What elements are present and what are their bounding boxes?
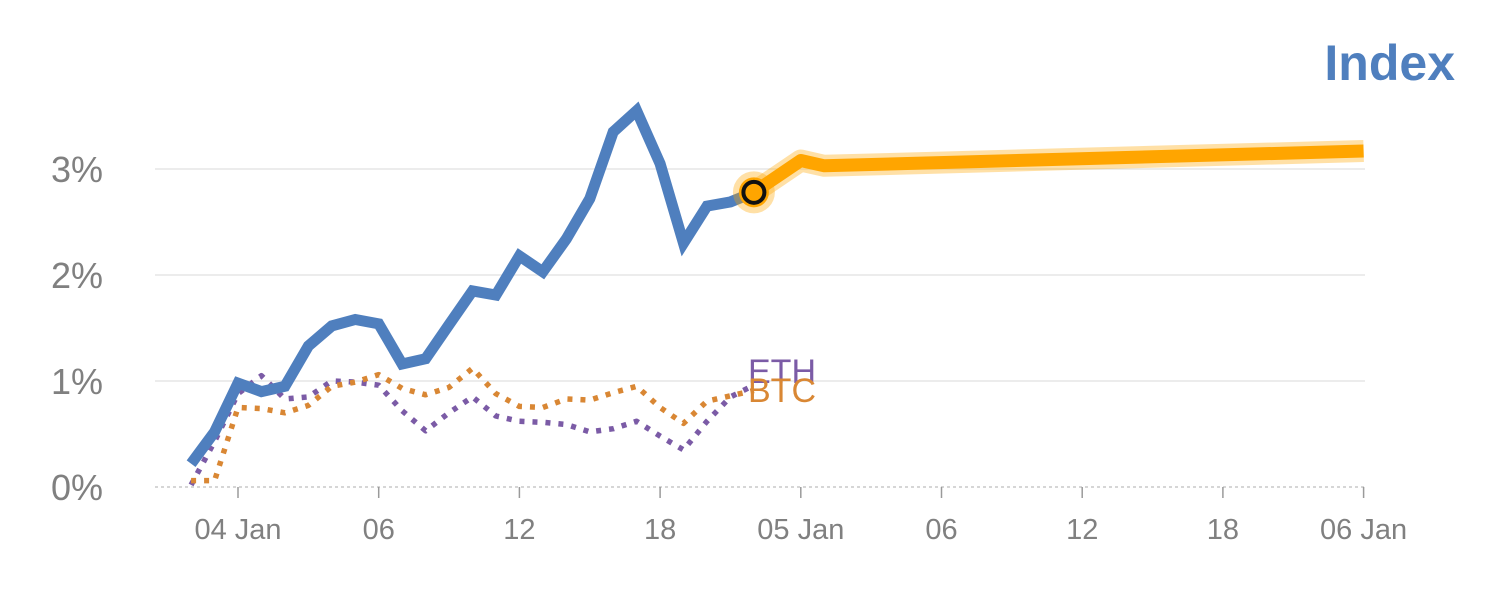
x-tick-label: 06 (925, 514, 957, 546)
y-tick-label: 3% (51, 149, 103, 190)
x-tick-label: 05 Jan (757, 514, 844, 546)
x-tick-label: 06 Jan (1320, 514, 1407, 546)
y-tick-label: 1% (51, 361, 103, 402)
chart-title: Index (1324, 35, 1455, 91)
series-line-forecast (750, 144, 1364, 198)
x-tick-label: 18 (1207, 514, 1239, 546)
x-tick-label: 06 (363, 514, 395, 546)
series-line-index (186, 101, 756, 467)
grid (155, 168, 1365, 488)
axes: 0% 1% 2% 3% 04 Jan 06 12 18 05 Jan 06 12 18 06 Jan (51, 149, 1407, 546)
series-line-eth (188, 372, 756, 487)
x-tick-label: 12 (503, 514, 535, 546)
series-layer (186, 101, 1364, 487)
series-label-eth: ETH (748, 353, 816, 391)
x-tick-label: 04 Jan (194, 514, 281, 546)
y-tick-label: 0% (51, 467, 103, 508)
series-label-btc: BTC (748, 372, 816, 410)
x-tick-label: 18 (644, 514, 676, 546)
y-tick-label: 2% (51, 255, 103, 296)
x-tick-label: 12 (1066, 514, 1098, 546)
marker-point (741, 179, 767, 205)
series-line-btc (191, 365, 755, 484)
